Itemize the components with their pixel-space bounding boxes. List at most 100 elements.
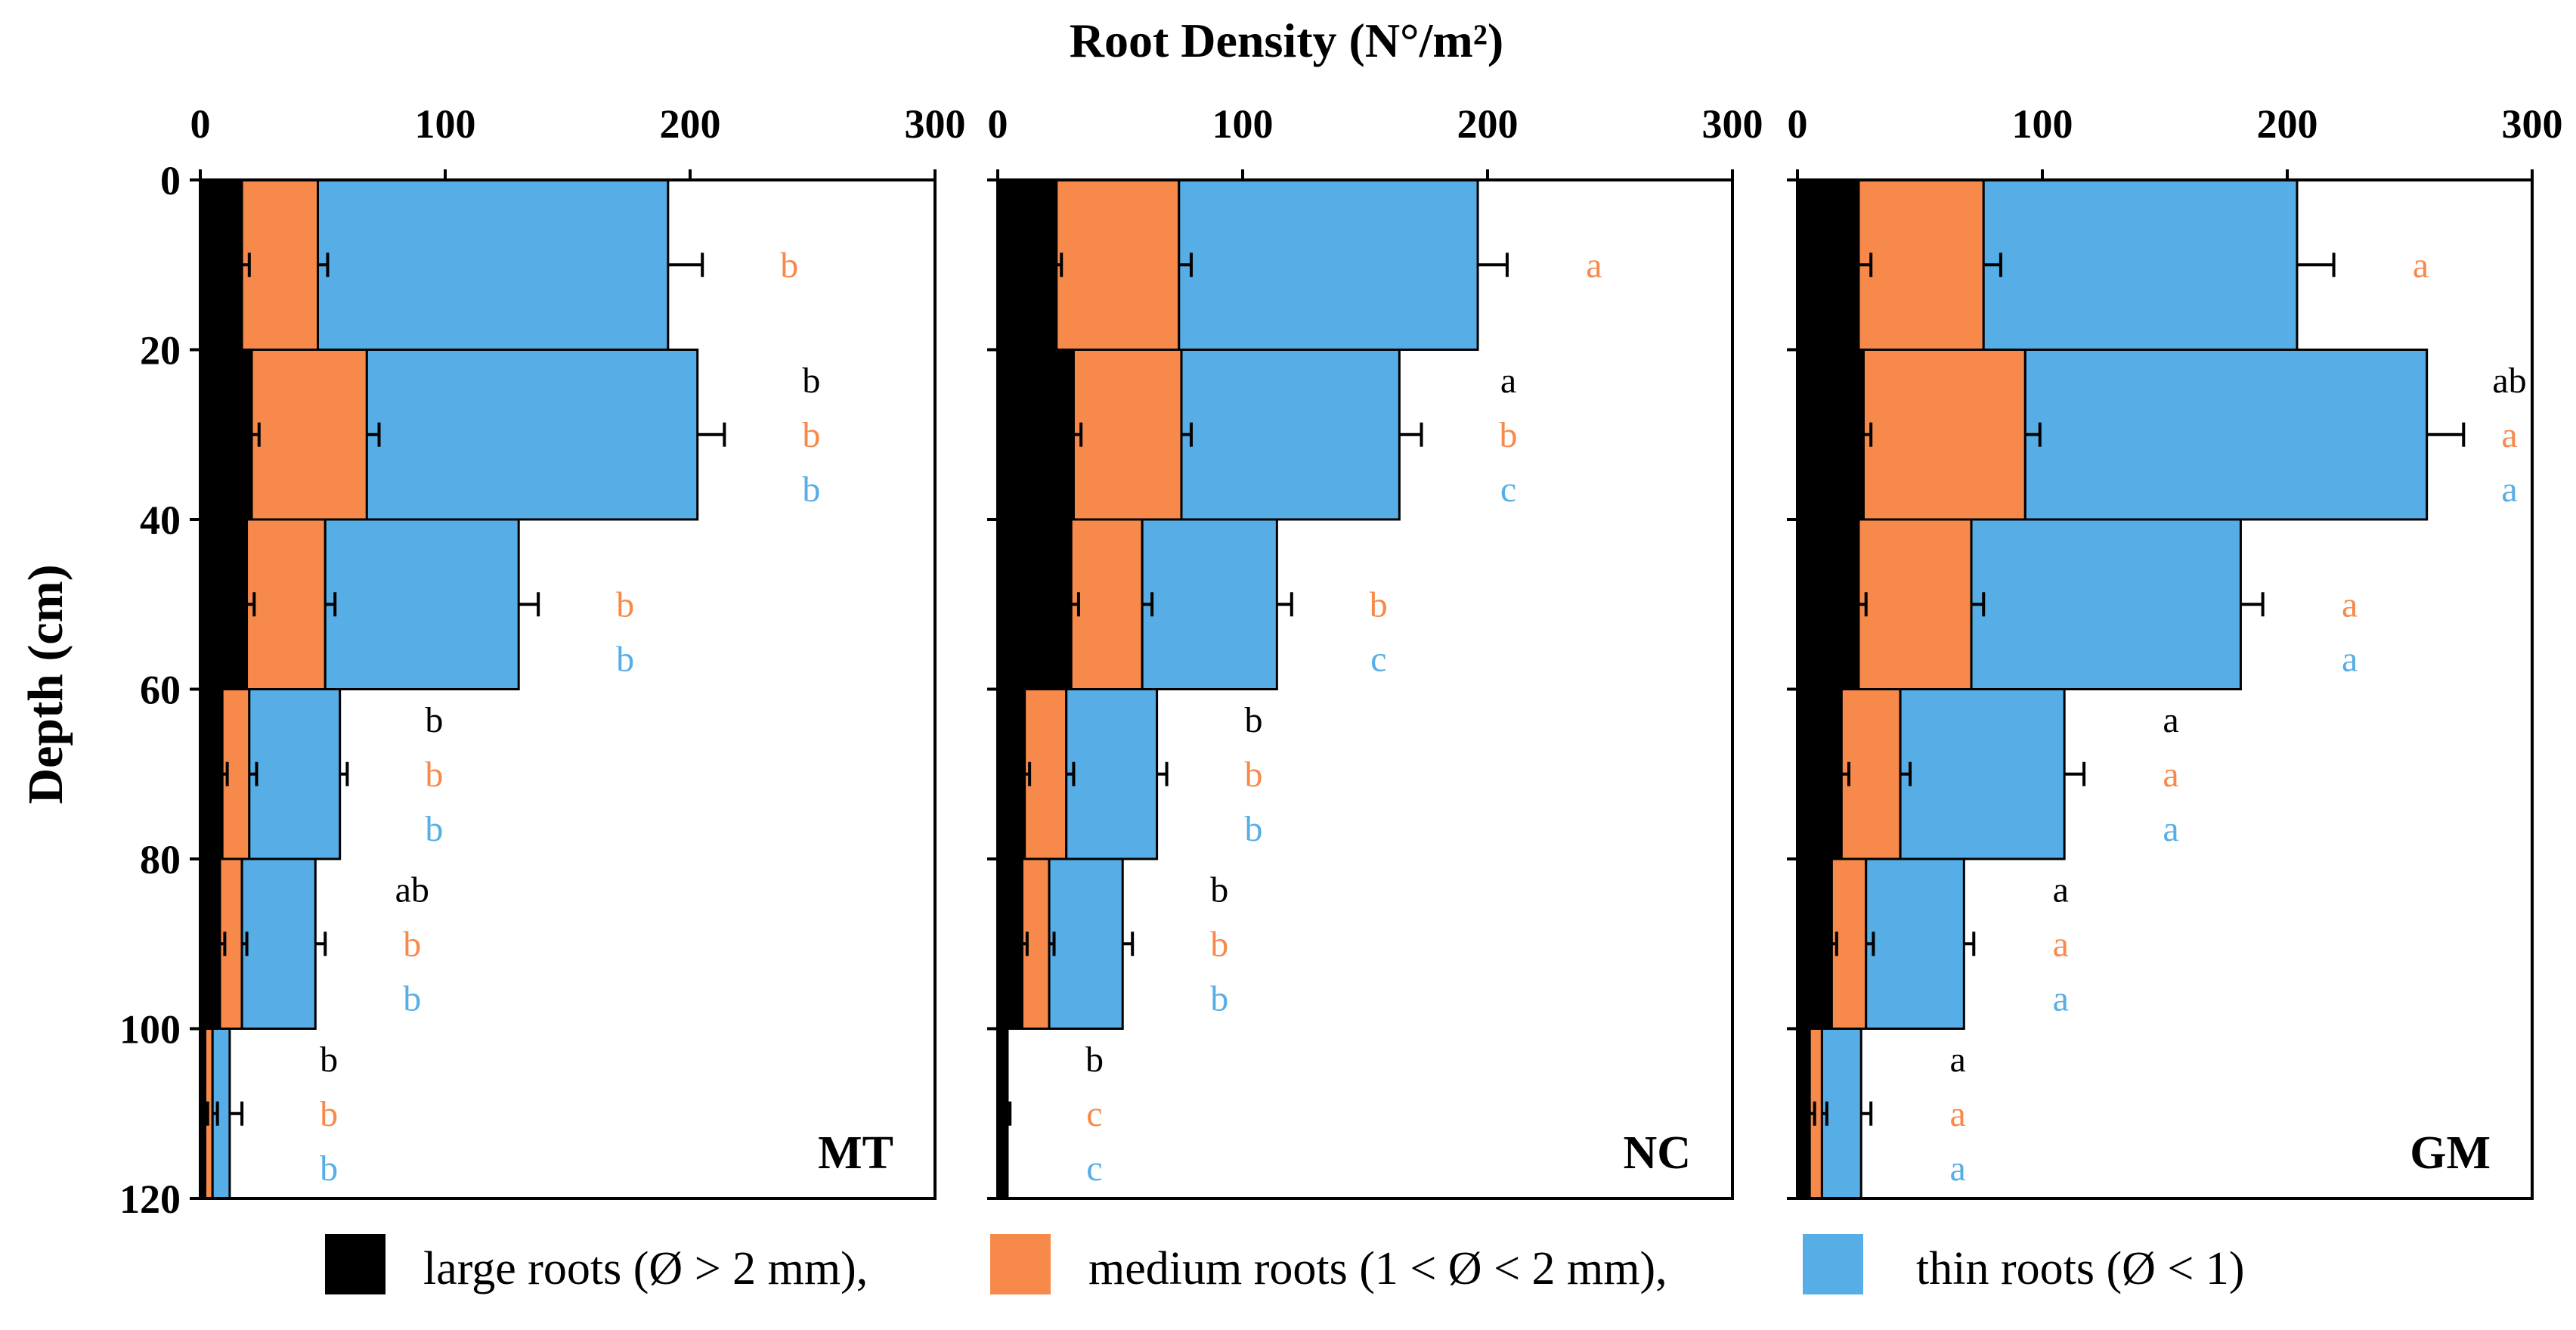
error-bar-gm-medium-100-120 <box>1822 1101 1828 1126</box>
error-bar-nc-large-40-60 <box>1071 592 1080 617</box>
error-bar-mt-medium-20-40 <box>367 422 381 447</box>
sig-letter-gm-thin-20-40: a <box>2501 470 2517 510</box>
bar-mt-medium-40-60 <box>246 518 327 690</box>
sig-letter-mt-large-100-120: b <box>320 1040 338 1080</box>
error-bar-nc-thin-20-40 <box>1399 422 1423 447</box>
sig-letter-nc-large-100-120: b <box>1085 1040 1104 1080</box>
bar-gm-medium-40-60 <box>1857 518 1973 690</box>
error-bar-mt-thin-100-120 <box>229 1101 244 1126</box>
x-tick-label-gm-300: 300 <box>2502 101 2563 147</box>
error-bar-gm-thin-80-100 <box>1964 932 1976 956</box>
error-bar-mt-large-0-20 <box>242 253 251 277</box>
y-tick-label-40: 40 <box>140 498 181 543</box>
sig-letter-nc-thin-40-60: c <box>1370 639 1386 679</box>
x-tick-label-nc-0: 0 <box>988 101 1008 147</box>
sig-letter-nc-thin-100-120: c <box>1086 1149 1102 1189</box>
bar-mt-large-20-40 <box>199 349 253 521</box>
bar-nc-medium-20-40 <box>1072 349 1183 521</box>
y-tick-label-120: 120 <box>119 1177 181 1222</box>
error-bar-mt-large-80-100 <box>219 932 227 956</box>
sig-letter-nc-large-80-100: b <box>1210 870 1228 910</box>
error-bar-gm-medium-20-40 <box>2025 422 2042 447</box>
bar-gm-large-0-20 <box>1796 178 1860 351</box>
sig-letter-nc-medium-0-20: a <box>1586 245 1602 285</box>
bar-nc-thin-20-40 <box>1180 349 1401 521</box>
error-bar-nc-thin-80-100 <box>1122 932 1135 956</box>
bar-nc-large-80-100 <box>996 857 1023 1030</box>
error-bar-nc-thin-0-20 <box>1478 253 1509 277</box>
x-tick-label-nc-100: 100 <box>1212 101 1274 147</box>
sig-letter-mt-thin-80-100: b <box>403 978 421 1018</box>
bar-mt-medium-0-20 <box>240 178 320 351</box>
error-bar-gm-medium-60-80 <box>1900 761 1912 786</box>
x-tick-label-mt-300: 300 <box>905 101 966 147</box>
error-bar-mt-large-60-80 <box>222 761 229 786</box>
error-bar-mt-thin-80-100 <box>315 932 327 956</box>
sig-letter-mt-large-80-100: ab <box>395 870 429 910</box>
legend-item-large: large roots (Ø > 2 mm), <box>325 1234 868 1294</box>
x-tick-label-mt-0: 0 <box>190 101 211 147</box>
panel-label-gm: GM <box>2410 1127 2491 1179</box>
sig-letter-nc-large-20-40: a <box>1500 361 1516 401</box>
panel-label-nc: NC <box>1623 1127 1691 1179</box>
bar-gm-thin-80-100 <box>1865 857 1965 1030</box>
error-bar-nc-large-80-100 <box>1022 932 1029 956</box>
bar-gm-large-40-60 <box>1796 518 1860 690</box>
sig-letter-mt-medium-40-60: b <box>616 584 634 625</box>
y-axis-label: Depth (cm) <box>18 564 73 804</box>
x-tick-label-gm-200: 200 <box>2257 101 2318 147</box>
sig-letter-nc-thin-60-80: b <box>1245 809 1263 849</box>
y-tick-label-60: 60 <box>140 668 181 713</box>
y-tick-label-0: 0 <box>160 158 181 203</box>
sig-letter-mt-large-60-80: b <box>425 700 443 740</box>
error-bar-gm-large-80-100 <box>1831 932 1838 956</box>
error-bar-mt-medium-100-120 <box>212 1101 219 1126</box>
x-tick-label-nc-200: 200 <box>1457 101 1519 147</box>
x-tick-label-nc-300: 300 <box>1702 101 1763 147</box>
error-bar-mt-large-40-60 <box>246 592 256 617</box>
panel-label-mt: MT <box>818 1127 893 1179</box>
sig-letter-gm-medium-60-80: a <box>2163 755 2178 795</box>
sig-letter-mt-medium-100-120: b <box>320 1094 338 1134</box>
bar-nc-medium-60-80 <box>1023 688 1068 860</box>
error-bar-nc-large-20-40 <box>1073 422 1083 447</box>
sig-letter-mt-thin-20-40: b <box>802 470 820 510</box>
legend-label-medium: medium roots (1 < Ø < 2 mm), <box>1088 1243 1667 1294</box>
bar-gm-large-100-120 <box>1796 1028 1811 1200</box>
error-bar-gm-medium-80-100 <box>1865 932 1875 956</box>
error-bar-gm-large-60-80 <box>1841 761 1851 786</box>
bar-gm-large-60-80 <box>1796 688 1843 860</box>
error-bar-mt-medium-40-60 <box>325 592 337 617</box>
error-bar-nc-medium-60-80 <box>1066 761 1076 786</box>
bar-nc-large-20-40 <box>996 349 1075 521</box>
error-bar-mt-large-100-120 <box>205 1101 209 1126</box>
sig-letter-nc-medium-20-40: b <box>1500 415 1518 455</box>
bar-nc-thin-80-100 <box>1048 857 1124 1030</box>
sig-letter-gm-thin-100-120: a <box>1950 1149 1966 1189</box>
error-bar-gm-large-100-120 <box>1810 1101 1816 1126</box>
error-bar-mt-medium-60-80 <box>249 761 259 786</box>
error-bar-nc-medium-20-40 <box>1181 422 1193 447</box>
bar-mt-large-0-20 <box>199 178 243 351</box>
error-bar-gm-large-40-60 <box>1859 592 1868 617</box>
bar-mt-thin-0-20 <box>317 178 670 351</box>
bar-nc-large-0-20 <box>996 178 1058 351</box>
sig-letter-mt-medium-20-40: b <box>802 415 820 455</box>
x-tick-label-gm-100: 100 <box>2012 101 2073 147</box>
bar-gm-thin-60-80 <box>1899 688 2066 860</box>
bar-gm-thin-0-20 <box>1982 178 2299 351</box>
sig-letter-mt-thin-60-80: b <box>425 809 443 849</box>
error-bar-gm-medium-0-20 <box>1983 253 2002 277</box>
error-bar-nc-thin-40-60 <box>1277 592 1293 617</box>
bar-nc-thin-0-20 <box>1178 178 1479 351</box>
bar-mt-large-60-80 <box>199 688 224 860</box>
bar-mt-large-40-60 <box>199 518 249 690</box>
sig-letter-nc-thin-80-100: b <box>1210 978 1228 1018</box>
sig-letter-mt-large-20-40: b <box>802 361 820 401</box>
sig-letter-gm-large-80-100: a <box>2053 870 2069 910</box>
sig-letter-nc-medium-40-60: b <box>1370 584 1388 625</box>
sig-letter-gm-thin-40-60: a <box>2342 639 2358 679</box>
